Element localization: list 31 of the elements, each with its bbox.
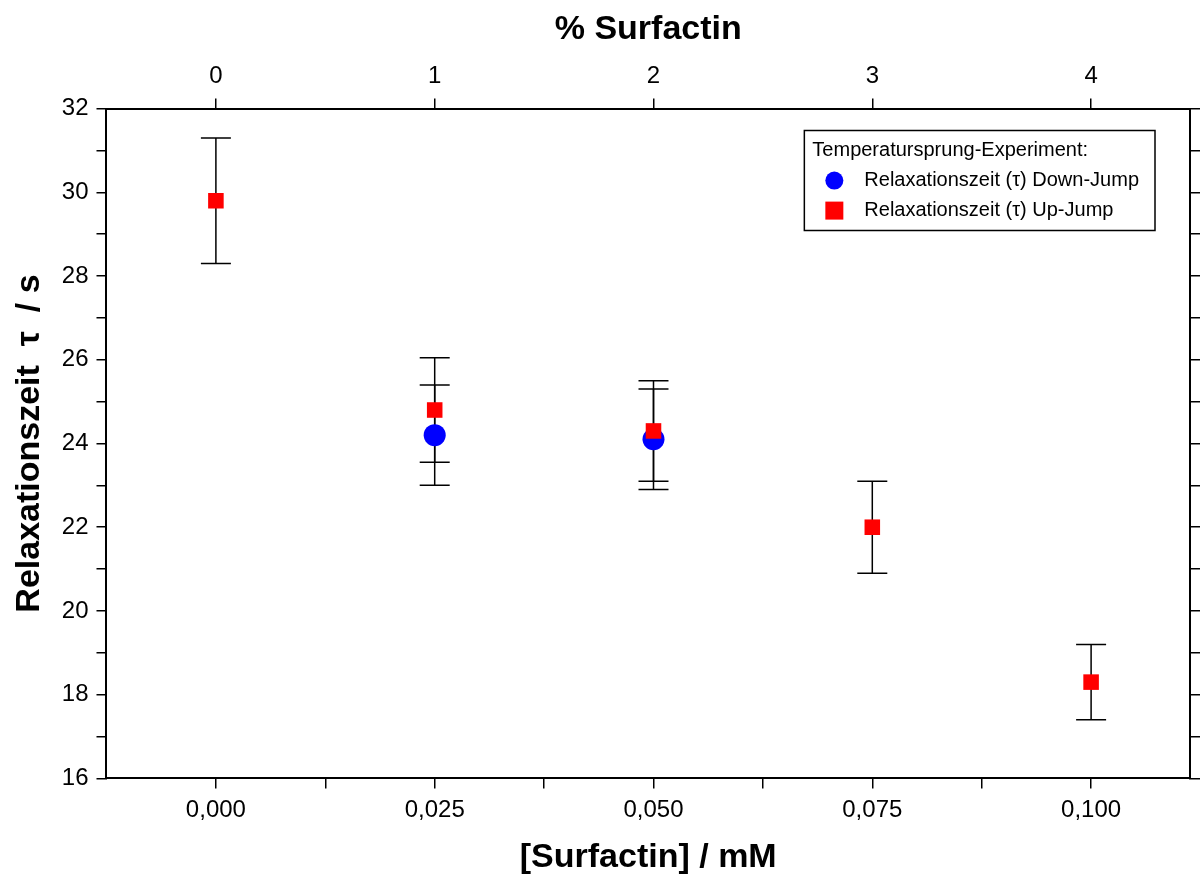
x2-tick-label: 3	[865, 60, 879, 88]
legend-label: Relaxationszeit (τ) Down-Jump	[864, 168, 1140, 191]
x2-tick-label: 1	[428, 60, 442, 88]
y-tick-label: 30	[61, 176, 89, 204]
legend-title: Temperatursprung-Experiment:	[812, 138, 1089, 161]
point	[645, 423, 662, 439]
x-tick-label: 0,025	[404, 795, 465, 823]
x-tick-label: 0,050	[623, 795, 684, 823]
x-tick-label: 0,000	[185, 795, 246, 823]
y-tick-label: 26	[61, 344, 89, 372]
y-tick-label: 28	[61, 260, 89, 288]
point	[208, 192, 224, 209]
y-axis-title: Relaxationszeit τ / s	[7, 274, 46, 613]
y-tick-label: 32	[61, 93, 89, 121]
y-tick-label: 18	[61, 679, 89, 707]
legend-label: Relaxationszeit (τ) Up-Jump	[864, 198, 1114, 221]
point	[864, 519, 881, 535]
x2-tick-label: 4	[1084, 60, 1098, 88]
x2-tick-label: 2	[646, 60, 661, 88]
y-tick-label: 24	[61, 428, 89, 456]
x-axis-title: [Surfactin] / mM	[519, 835, 777, 874]
point	[423, 424, 446, 447]
y-tick-label: 16	[61, 763, 89, 791]
x-tick-label: 0,100	[1061, 795, 1122, 823]
x-tick-label: 0,075	[842, 795, 903, 823]
point	[1083, 674, 1099, 690]
y-tick-label: 22	[61, 511, 89, 539]
x2-tick-label: 0	[209, 60, 223, 88]
y-tick-label: 20	[61, 595, 89, 623]
point	[426, 402, 443, 418]
x2-axis-title: % Surfactin	[554, 7, 742, 46]
